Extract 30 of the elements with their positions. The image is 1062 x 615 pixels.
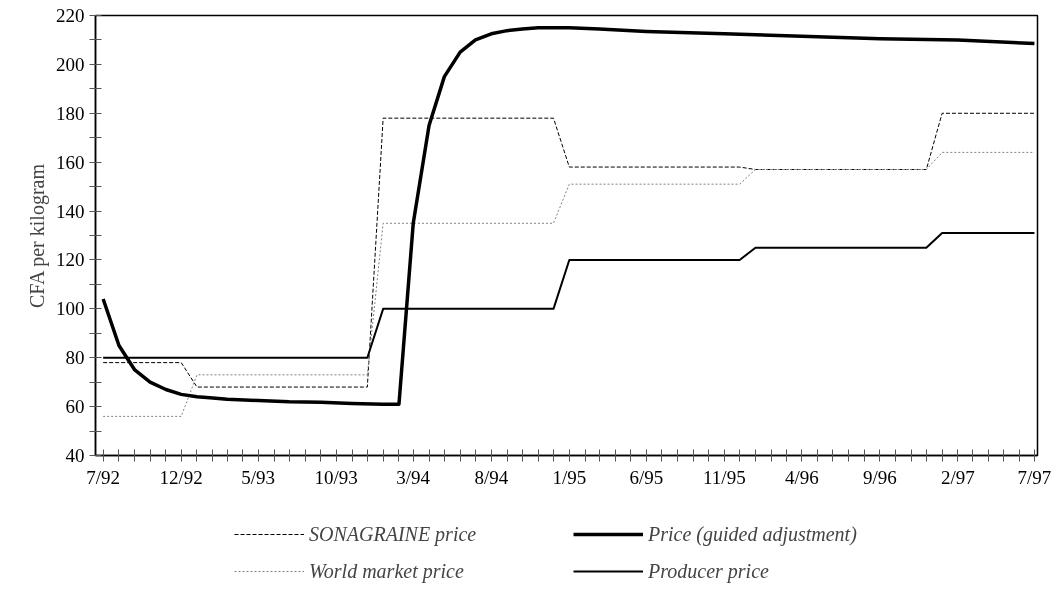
y-tick-label: 120 <box>56 249 85 271</box>
y-tick-label: 200 <box>56 53 85 75</box>
y-tick-label: 100 <box>56 298 85 320</box>
x-tick-label: 6/95 <box>629 466 664 488</box>
y-tick-label: 160 <box>56 151 85 173</box>
x-tick-label: 3/94 <box>396 466 431 488</box>
x-tick-label: 12/92 <box>159 466 203 488</box>
legend-label: Price (guided adjustment) <box>648 522 858 546</box>
x-tick-label: 8/94 <box>474 466 509 488</box>
legend-label: SONAGRAINE price <box>309 522 478 546</box>
x-tick-label: 4/96 <box>784 466 819 488</box>
x-tick-label: 2/97 <box>941 466 975 488</box>
y-tick-label: 80 <box>65 347 85 369</box>
x-tick-label: 7/92 <box>86 466 121 488</box>
line-series <box>101 25 1037 406</box>
y-tick-label: 40 <box>65 445 85 466</box>
x-tick-label: 10/93 <box>314 466 358 488</box>
x-tick-label: 7/97 <box>1017 466 1052 488</box>
y-axis-title: CFA per kilogram <box>26 163 49 309</box>
legend-label: Producer price <box>648 559 770 583</box>
line-series <box>102 151 1035 417</box>
x-tick-label: 1/95 <box>552 466 587 488</box>
x-tick-label: 11/95 <box>703 466 746 488</box>
x-tick-label: 9/96 <box>863 466 897 488</box>
x-tick-label: 5/93 <box>241 466 276 488</box>
legend-label: World market price <box>309 559 465 583</box>
y-tick-label: 220 <box>56 5 85 26</box>
y-tick-label: 60 <box>65 396 85 418</box>
y-tick-label: 140 <box>56 200 85 222</box>
y-tick-label: 180 <box>56 102 85 124</box>
